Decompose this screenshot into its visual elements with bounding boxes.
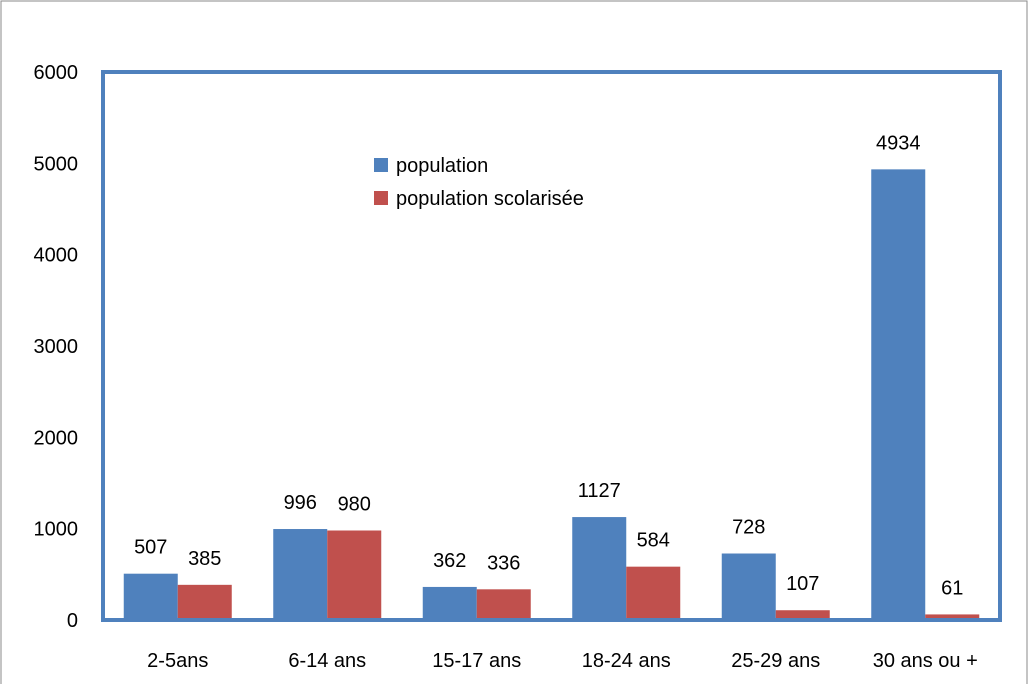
data-label: 728	[732, 517, 765, 539]
x-tick-label: 25-29 ans	[731, 650, 820, 672]
y-tick-label: 5000	[34, 153, 79, 175]
bar-population	[422, 586, 477, 620]
x-tick-label: 2-5ans	[147, 650, 208, 672]
bar-population-scolarisee	[626, 566, 681, 620]
x-tick-label: 15-17 ans	[432, 650, 521, 672]
bar-population-scolarisee	[775, 610, 830, 620]
y-tick-label: 2000	[34, 427, 79, 449]
data-label: 584	[637, 530, 670, 552]
bar-population	[572, 517, 627, 620]
legend-swatch-population-scolarisee	[374, 191, 388, 205]
data-label: 507	[134, 537, 167, 559]
data-label: 362	[433, 550, 466, 572]
y-tick-label: 1000	[34, 519, 79, 541]
data-label: 4934	[876, 132, 921, 154]
bar-population	[871, 169, 926, 620]
legend-swatch-population	[374, 158, 388, 172]
data-label: 996	[284, 492, 317, 514]
x-axis-ticks: 2-5ans 6-14 ans 15-17 ans 18-24 ans 25-29 an…	[147, 650, 978, 672]
data-label: 336	[487, 552, 520, 574]
bars	[123, 169, 980, 620]
bar-population	[123, 573, 178, 620]
plot-area-border	[101, 70, 1002, 622]
y-tick-label: 3000	[34, 336, 79, 358]
data-label: 107	[786, 573, 819, 595]
x-tick-label: 30 ans ou +	[873, 650, 978, 672]
legend: population population scolarisée	[374, 155, 584, 210]
y-tick-label: 4000	[34, 245, 79, 267]
y-tick-label: 6000	[34, 62, 79, 84]
y-tick-label: 0	[67, 610, 78, 632]
data-label: 61	[941, 577, 963, 599]
x-tick-label: 18-24 ans	[582, 650, 671, 672]
data-label: 385	[188, 548, 221, 570]
bar-population	[273, 529, 328, 620]
data-label: 1127	[578, 480, 621, 502]
bar-population	[721, 553, 776, 620]
bar-population-scolarisee	[327, 530, 382, 620]
x-tick-label: 6-14 ans	[288, 650, 366, 672]
data-label: 980	[338, 493, 371, 515]
data-labels: 507 385 996 980 362 336 1127 584 728 107 4934 61	[134, 132, 963, 599]
bar-population-scolarisee	[476, 589, 531, 620]
bar-population-scolarisee	[925, 614, 980, 620]
bar-population-scolarisee	[177, 584, 232, 620]
legend-label-population-scolarisee: population scolarisée	[396, 188, 584, 210]
y-axis-ticks: 0 1000 2000 3000 4000 5000 6000	[34, 62, 79, 632]
legend-label-population: population	[396, 155, 488, 177]
